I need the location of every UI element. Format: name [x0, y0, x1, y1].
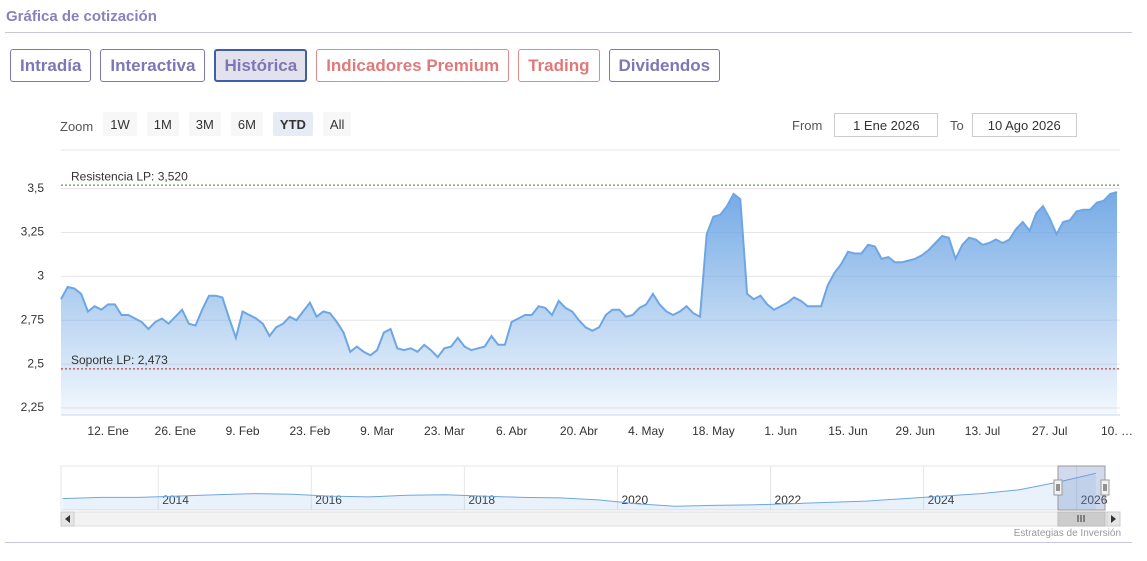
- navigator-mask: [1057, 465, 1106, 511]
- zoom-button[interactable]: YTD: [272, 112, 313, 136]
- zoom-bar: Zoom 1W 1M 3M 6M YTD All: [60, 112, 361, 136]
- zoom-button[interactable]: 1M: [146, 112, 179, 136]
- tab[interactable]: Interactiva: [100, 49, 206, 82]
- x-tick-label: 15. Jun: [828, 424, 867, 438]
- scrollbar-track: [60, 511, 1121, 527]
- zoom-button[interactable]: 1W: [103, 112, 137, 136]
- x-tick-label: 6. Abr: [496, 424, 527, 438]
- tab[interactable]: Trading: [518, 49, 600, 82]
- x-tick-label: 12. Ene: [87, 424, 129, 438]
- y-tick-label: 2,25: [21, 400, 45, 414]
- to-range: To 10 Ago 2026: [950, 113, 1077, 137]
- to-input[interactable]: 10 Ago 2026: [971, 113, 1077, 137]
- x-tick-label: 29. Jun: [896, 424, 935, 438]
- to-label: To: [950, 117, 964, 133]
- navigator-handle[interactable]: [1100, 479, 1110, 496]
- x-tick-label: 4. May: [628, 424, 664, 438]
- area-line: [60, 191, 1118, 359]
- arrow-left: [65, 515, 70, 523]
- separator: [5, 32, 1132, 33]
- x-tick-label: 26. Ene: [155, 424, 197, 438]
- plot-line-label: Resistencia LP: 3,520: [71, 169, 188, 183]
- arrow-right: [1111, 515, 1116, 523]
- x-tick-label: 23. Mar: [424, 424, 465, 438]
- y-tick-label: 2,5: [27, 356, 44, 370]
- x-tick-label: 9. Mar: [360, 424, 394, 438]
- tab[interactable]: Dividendos: [608, 49, 721, 82]
- page-title: Gráfica de cotización: [6, 8, 157, 25]
- separator: [5, 542, 1132, 543]
- x-tick-label: 23. Feb: [290, 424, 331, 438]
- from-input[interactable]: 1 Ene 2026: [834, 113, 939, 137]
- tab[interactable]: Indicadores Premium: [316, 49, 510, 82]
- y-tick-label: 2,75: [21, 312, 45, 326]
- tab-bar: Intradía Interactiva Histórica Indicadores …: [10, 49, 721, 82]
- navigator-line: [62, 472, 1096, 507]
- y-tick-label: 3: [37, 269, 44, 283]
- x-tick-label: 1. Jun: [764, 424, 797, 438]
- tab[interactable]: Histórica: [214, 49, 308, 82]
- navigator-frame: [60, 465, 1106, 511]
- navigator-area: [62, 473, 1096, 510]
- tab[interactable]: Intradía: [10, 49, 92, 82]
- navigator-tick-label: 2026: [1081, 493, 1108, 507]
- plot-line-label: Soporte LP: 2,473: [71, 353, 168, 367]
- zoom-button[interactable]: 3M: [188, 112, 221, 136]
- zoom-label: Zoom: [60, 118, 94, 134]
- zoom-button[interactable]: 6M: [230, 112, 263, 136]
- area-fill: [61, 192, 1117, 415]
- x-tick-label: 20. Abr: [560, 424, 598, 438]
- y-tick-label: 3,25: [21, 225, 45, 239]
- y-tick-label: 3,5: [27, 181, 44, 195]
- navigator-handle[interactable]: [1053, 479, 1063, 496]
- from-range: From 1 Ene 2026: [792, 113, 939, 137]
- zoom-button[interactable]: All: [322, 112, 352, 136]
- x-tick-label: 13. Jul: [965, 424, 1000, 438]
- x-tick-label: 27. Jul: [1032, 424, 1067, 438]
- x-tick-label: 10. …: [1101, 424, 1133, 438]
- x-tick-label: 9. Feb: [226, 424, 260, 438]
- credit: Estrategias de Inversión: [1013, 528, 1121, 539]
- x-tick-label: 18. May: [692, 424, 735, 438]
- from-label: From: [792, 117, 823, 133]
